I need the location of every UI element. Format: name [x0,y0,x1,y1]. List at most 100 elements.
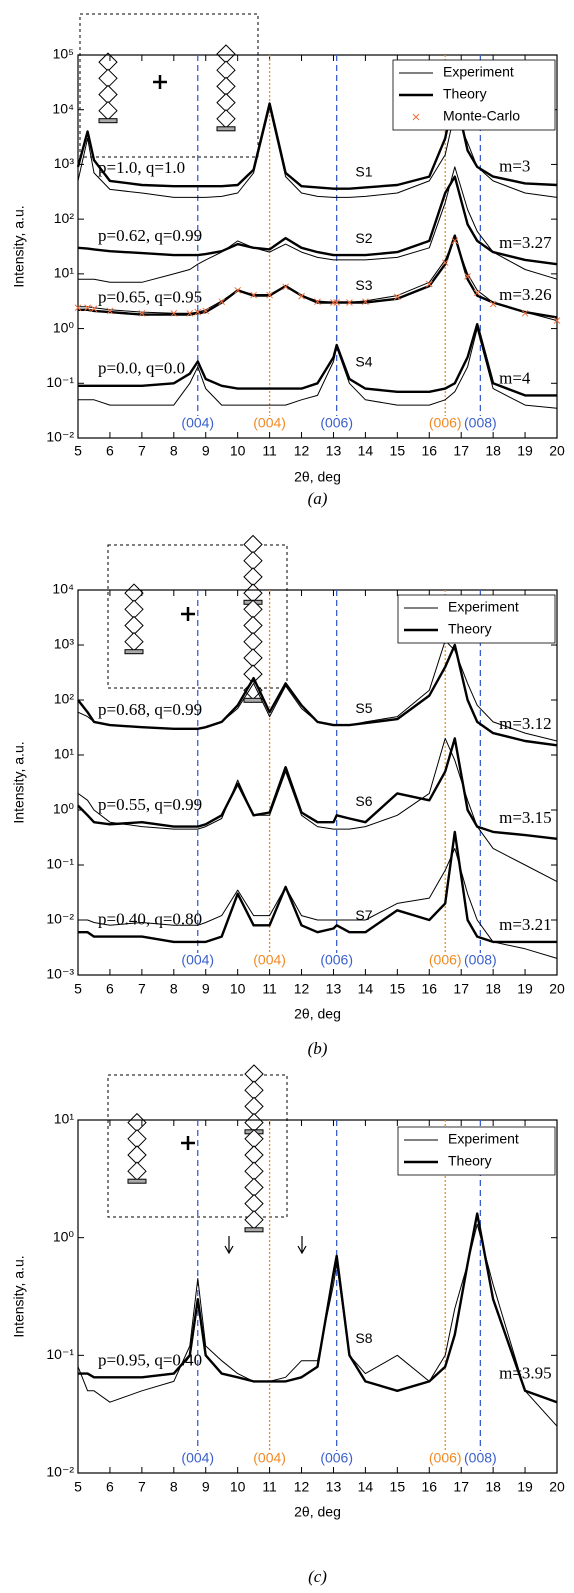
arrow [224,1236,234,1255]
x-tick-label: 19 [517,1479,533,1495]
mc-marker [298,292,305,300]
panel: 10⁻² 10⁻¹ 10⁰ 10¹ 5 6 7 8 9 10 11 12 13 14 15 16 17 18 19 2… [11,1064,565,1586]
mc-marker [106,307,114,315]
y-axis-label: Intensity, a.u. [11,741,27,823]
layer-bar [124,649,144,655]
reflection-label: (004) [253,952,286,968]
sample-name: S3 [355,277,372,293]
theory-line [78,830,557,944]
y-tick-label: 10⁻¹ [46,856,74,872]
legend-label: Theory [443,86,487,102]
sample-m: m=3.21 [499,915,552,934]
x-tick-label: 10 [230,1479,246,1495]
panel: 10⁻³ 10⁻² 10⁻¹ 10⁰ 10¹ 10² 10³ 10⁴ 5 6 7 8 9 10 11 12 13… [11,534,565,1058]
mc-marker [464,273,471,280]
mc-marker [218,298,226,306]
y-tick-label: 10¹ [54,746,75,762]
theory-line [77,175,558,266]
experiment-line [77,1223,558,1427]
mc-marker [553,317,561,324]
reflection-label: (006) [429,1450,462,1466]
sample-params: p=0.0, q=0.0 [98,359,185,378]
x-tick-label: 6 [106,981,114,997]
sample-m: m=4 [499,368,531,387]
x-tick-label: 15 [390,443,406,459]
plus-sign [181,1136,195,1150]
x-tick-label: 14 [358,981,374,997]
plus-sign [181,607,195,621]
layer-bar [98,118,118,124]
sample-params: p=0.62, q=0.99 [98,226,202,245]
x-tick-label: 11 [262,1479,277,1495]
reflection-label: (006) [429,415,462,431]
sample-params: p=0.95, q=0.40 [98,1350,202,1369]
x-tick-label: 12 [294,443,310,459]
sample-name: S5 [355,700,372,716]
mc-marker [393,293,401,301]
mc-marker [84,304,91,312]
reflection-label: (006) [320,952,353,968]
mc-marker [473,289,481,297]
mc-marker [521,309,529,317]
mc-marker [74,304,82,312]
x-tick-label: 9 [202,1479,210,1495]
sample-m: m=3 [499,156,530,175]
legend-box [397,1126,556,1176]
y-tick-label: 10⁴ [52,100,74,116]
sample-m: m=3.15 [499,808,552,827]
x-tick-label: 18 [485,981,501,997]
plot-frame [77,54,558,439]
x-tick-label: 13 [326,1479,342,1495]
y-tick-label: 10⁻¹ [46,1346,74,1362]
reflection-label: (006) [320,1450,353,1466]
y-tick-label: 10² [54,691,75,707]
x-tick-label: 18 [485,1479,501,1495]
x-tick-label: 16 [421,443,437,459]
x-tick-label: 20 [549,443,565,459]
x-tick-label: 15 [390,1479,406,1495]
y-tick-label: 10⁴ [52,581,74,597]
experiment-line [78,328,558,409]
x-tick-label: 13 [326,443,342,459]
y-tick-label: 10¹ [54,265,75,281]
x-tick-label: 9 [202,981,210,997]
x-tick-label: 13 [326,981,342,997]
y-tick-label: 10⁵ [53,46,74,62]
x-axis-label: 2θ, deg [294,1006,341,1022]
x-tick-label: 8 [170,1479,178,1495]
sample-params: p=1.0, q=1.0 [98,158,185,177]
mc-marker [425,280,433,288]
y-tick-label: 10² [54,210,75,226]
panel: 10⁻² 10⁻¹ 10⁰ 10¹ 10² 10³ 10⁴ 10⁵ 5 6 7 8 9 10 11 12 13 1… [11,13,565,508]
mc-marker [333,299,341,306]
x-axis-label: 2θ, deg [294,469,341,485]
x-tick-label: 7 [138,443,146,459]
x-tick-label: 8 [170,443,178,459]
sample-name: S1 [355,163,372,179]
layer-bar [244,1227,264,1233]
legend-label: Monte-Carlo [443,108,520,124]
reflection-label: (008) [464,952,497,968]
mc-marker [266,291,273,299]
sample-name: S8 [355,1330,372,1346]
sample-m: m=3.12 [499,714,552,733]
mc-marker [234,286,242,294]
plot-frame [77,589,558,976]
legend-label: Experiment [448,599,519,615]
mc-marker [138,309,146,317]
sample-params: p=0.40, q=0.80 [98,909,202,928]
plus-sign [153,75,167,89]
x-tick-label: 14 [358,1479,374,1495]
mc-marker [202,307,210,315]
x-tick-label: 17 [453,443,469,459]
experiment-line [78,166,558,283]
x-tick-label: 17 [453,981,469,997]
reflection-label: (008) [464,415,497,431]
x-tick-label: 19 [517,981,533,997]
experiment-line [78,237,558,322]
x-tick-label: 5 [74,981,82,997]
sample-params: p=0.68, q=0.99 [98,700,202,719]
theory-line [77,737,558,840]
legend-label: Theory [448,621,492,637]
